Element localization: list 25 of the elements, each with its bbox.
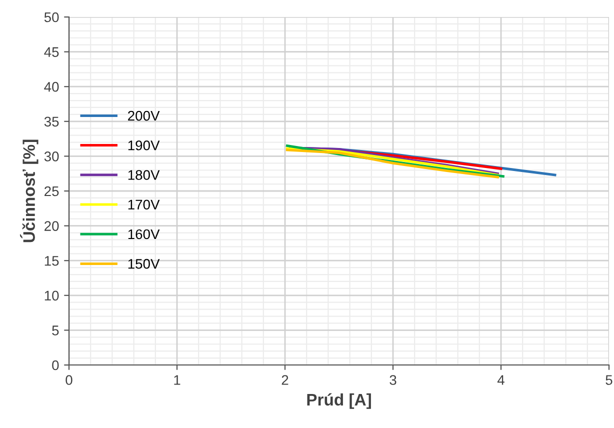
y-tick-label: 30: [44, 152, 59, 162]
y-tick-label: 35: [44, 116, 59, 127]
legend-label: 180V: [128, 170, 160, 180]
y-tick-label: 50: [44, 12, 59, 22]
y-tick-label: 15: [44, 256, 59, 266]
x-axis-title: Prúd [A]: [307, 393, 371, 409]
legend-label: 160V: [128, 229, 160, 240]
y-tick-label: 40: [44, 82, 59, 92]
legend-label: 150V: [128, 258, 160, 269]
y-tick-label: 25: [44, 186, 59, 196]
y-tick-label: 5: [52, 326, 59, 336]
x-tick-label: 1: [174, 375, 180, 385]
legend-label: 170V: [128, 200, 160, 210]
x-tick-label: 5: [606, 375, 612, 385]
y-tick-label: 20: [44, 221, 59, 231]
x-tick-label: 0: [66, 375, 72, 385]
y-tick-label: 0: [52, 360, 59, 370]
x-tick-label: 4: [497, 375, 504, 385]
legend-label: 190V: [128, 140, 160, 150]
x-tick-label: 2: [282, 375, 288, 385]
y-tick-label: 45: [44, 47, 59, 57]
x-tick-label: 3: [390, 375, 396, 385]
y-tick-label: 10: [44, 290, 59, 301]
legend-label: 200V: [128, 110, 160, 121]
y-axis-title: Účinnosť [%]: [20, 140, 38, 242]
